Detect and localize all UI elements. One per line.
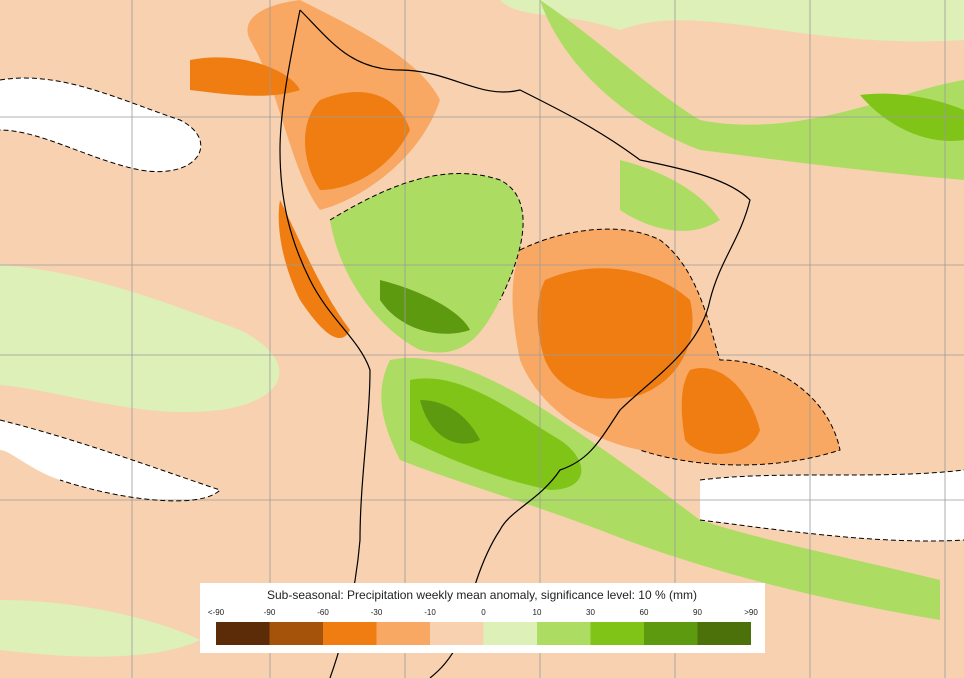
field-area — [380, 280, 470, 334]
coastline — [279, 9, 751, 678]
field-area — [278, 200, 350, 339]
colorbar-label: 10 — [533, 608, 542, 617]
colorbar-swatch — [483, 622, 537, 645]
field-area — [620, 160, 720, 231]
parallels — [0, 116, 964, 501]
colorbar-swatch — [430, 622, 484, 645]
colorbar-label: >90 — [744, 608, 758, 617]
colorbar-label: -60 — [317, 608, 329, 617]
colorbar-swatch — [590, 622, 644, 645]
field-area — [0, 0, 964, 42]
field-area — [700, 470, 964, 541]
field-area — [0, 265, 280, 413]
colorbar-label: -90 — [264, 608, 276, 617]
field-area — [681, 368, 760, 454]
field-area — [190, 57, 300, 96]
contour — [0, 77, 202, 172]
colorbar-swatch — [697, 622, 751, 645]
significance-contours — [0, 77, 964, 542]
field-area — [0, 78, 201, 172]
field-area — [410, 378, 582, 490]
legend-title: Sub-seasonal: Precipitation weekly mean … — [267, 588, 697, 602]
field-area — [0, 600, 200, 657]
field-area — [330, 173, 524, 353]
colorbar-label: -30 — [371, 608, 383, 617]
contour — [329, 173, 524, 301]
colorbar-swatch — [216, 622, 270, 645]
field-area — [537, 268, 693, 399]
colorbar-label: 30 — [586, 608, 595, 617]
colorbar-swatch — [644, 622, 698, 645]
colorbar-label: 0 — [481, 608, 486, 617]
colorbar-swatch — [537, 622, 591, 645]
colorbar-swatch — [269, 622, 323, 645]
contour — [519, 228, 841, 466]
contour — [699, 469, 964, 542]
colorbar-label: <-90 — [208, 608, 225, 617]
colorbar-label: -10 — [424, 608, 436, 617]
field-area — [0, 420, 220, 501]
colorbar-swatch — [323, 622, 377, 645]
meridians — [131, 0, 946, 678]
field-area — [540, 0, 964, 180]
anomaly-field — [0, 0, 964, 657]
colorbar-label: 60 — [640, 608, 649, 617]
field-area — [420, 400, 480, 444]
contour — [0, 419, 221, 502]
field-area — [305, 91, 410, 190]
colorbar-label: 90 — [693, 608, 702, 617]
legend: Sub-seasonal: Precipitation weekly mean … — [200, 583, 765, 653]
colorbar-swatch — [376, 622, 430, 645]
